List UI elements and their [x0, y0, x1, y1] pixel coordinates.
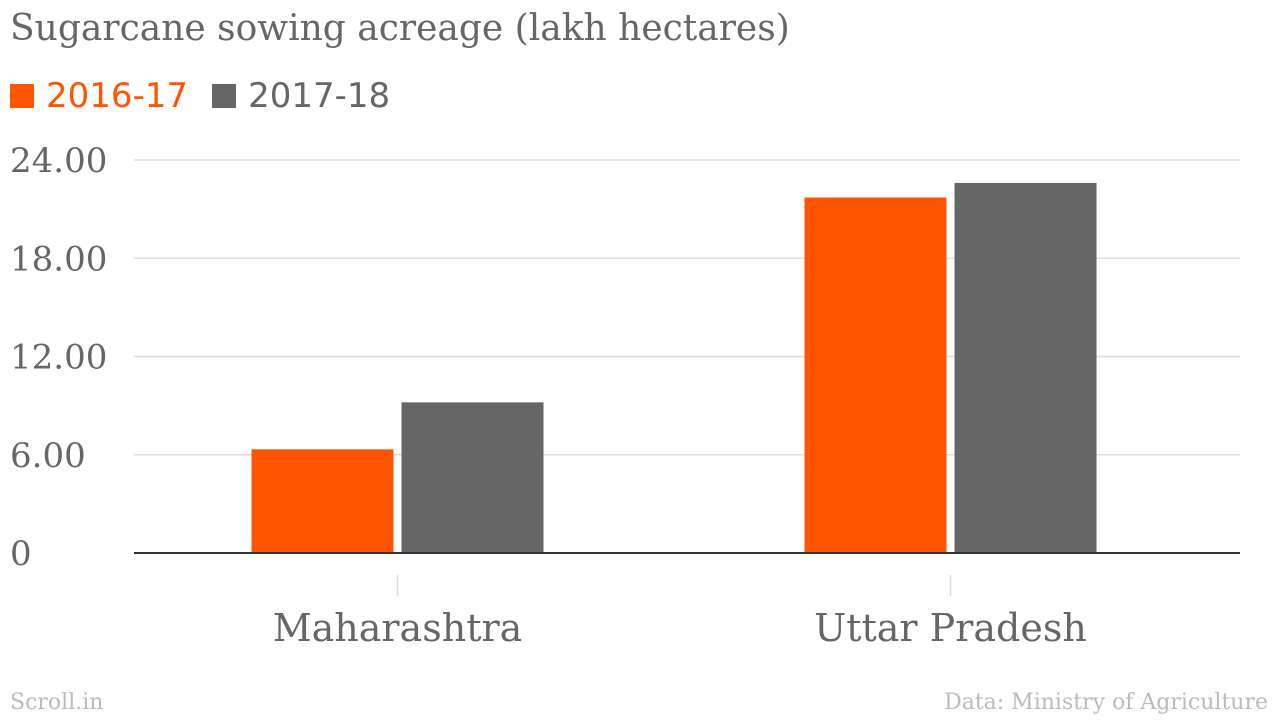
source-credit: Scroll.in — [10, 690, 104, 715]
y-tick-label: 0 — [10, 534, 32, 574]
y-tick-label: 6.00 — [10, 436, 86, 476]
y-tick-label: 18.00 — [10, 239, 107, 279]
x-category-label: Uttar Pradesh — [814, 606, 1087, 650]
legend-label-2017-18: 2017-18 — [248, 76, 391, 116]
chart-title: Sugarcane sowing acreage (lakh hectares) — [10, 8, 790, 49]
legend-item-2017-18: 2017-18 — [212, 76, 390, 116]
bar-2017-18-uttar-pradesh — [954, 182, 1097, 554]
data-source-note: Data: Ministry of Agriculture — [944, 690, 1268, 715]
bar-2017-18-maharashtra — [401, 402, 544, 553]
y-tick-label: 12.00 — [10, 338, 107, 378]
x-category-label: Maharashtra — [273, 606, 523, 650]
legend-swatch-2017-18 — [212, 84, 237, 108]
y-tick-label: 24.00 — [10, 141, 107, 181]
legend-swatch-2016-17 — [10, 84, 34, 108]
bar-2016-17-uttar-pradesh — [804, 197, 947, 553]
bar-2016-17-maharashtra — [251, 449, 394, 553]
legend-label-2016-17: 2016-17 — [46, 76, 189, 116]
chart-legend: 2016-17 2017-18 — [10, 76, 414, 116]
legend-item-2016-17: 2016-17 — [10, 76, 188, 116]
